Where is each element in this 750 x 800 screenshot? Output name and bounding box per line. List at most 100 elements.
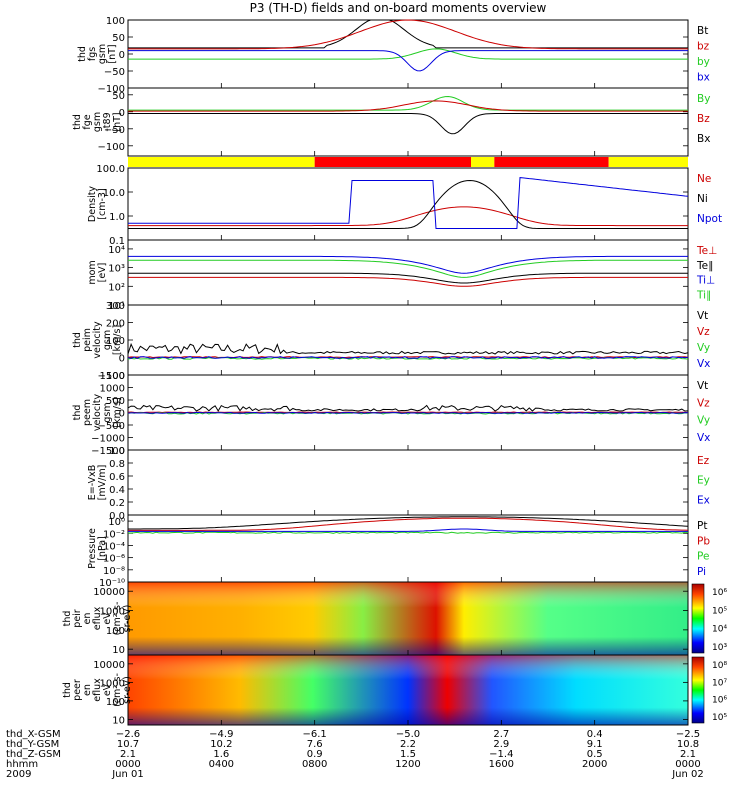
ylabel-line: velocity	[92, 321, 103, 359]
xaxis-row-label: thd_Y-GSM	[6, 739, 59, 750]
ylabel-line: velocity	[92, 394, 103, 432]
frame-peim	[127, 304, 689, 376]
ytick-label: 50	[112, 33, 125, 44]
xaxis-value: 0.9	[307, 749, 323, 760]
ytick-label: 500	[106, 396, 125, 407]
ytick-label: 100	[106, 626, 125, 637]
ytick-label: 1.0	[109, 446, 125, 457]
xaxis-value: −2.6	[116, 729, 140, 740]
xaxis-value: 2.1	[680, 749, 696, 760]
legend-density: Ne	[697, 173, 711, 185]
ytick-label: 0	[119, 409, 125, 420]
ytick-label: −50	[104, 67, 125, 78]
mode-bar-segment	[608, 157, 688, 167]
legend-fgs: by	[697, 56, 710, 68]
ytick-label: 10³	[108, 264, 125, 275]
ytick-label: 300	[106, 301, 125, 312]
xaxis-value: 2000	[582, 759, 607, 770]
colorbar-label: 10⁴	[712, 625, 727, 635]
mode-bar-segment	[471, 157, 495, 167]
ytick-label: 1000	[100, 384, 125, 395]
ytick-label: 10⁻⁴	[103, 541, 125, 552]
xaxis-value: 10.2	[210, 739, 232, 750]
ylabel-line: [km/s]	[112, 325, 123, 355]
trace-fge-By	[128, 95, 688, 111]
ylabel-line: peem	[82, 399, 93, 426]
colorbar-label: 10⁸	[712, 661, 727, 671]
ylabel-line: Density	[87, 186, 98, 222]
ylabel-line: -t89	[102, 112, 113, 131]
ylabel-line: (cm²-s-	[112, 602, 123, 636]
xaxis-value: 9.1	[587, 739, 603, 750]
xaxis-value: 2.2	[400, 739, 416, 750]
ytick-label: 50	[112, 91, 125, 102]
frame-temp	[127, 239, 689, 306]
colorbar-label: 10⁵	[712, 713, 727, 723]
legend-fge: By	[697, 93, 710, 105]
ytick-label: 10⁴	[108, 245, 125, 256]
panel-density: 100.0 10.0 1.0 0.1 Density [cm-3] Ne Ni Npot	[87, 164, 722, 247]
ytick-label: 100.0	[96, 164, 125, 175]
ylabel-line: gsm	[102, 402, 113, 422]
legend-efield: Ez	[697, 455, 710, 467]
ytick-label: −1500	[91, 446, 125, 457]
panel-efield: 1.0 0.8 0.6 0.4 0.2 0.0 E=-VxB [mV/m] Ez Ey Ex	[87, 446, 710, 522]
colorbar-label: 10⁶	[712, 696, 727, 706]
ytick-label: 0	[119, 354, 125, 365]
legend-efield: Ey	[697, 475, 710, 487]
ytick-label: 1000	[100, 678, 125, 689]
ytick-label: −100	[98, 371, 125, 382]
ylabel-line: en	[82, 613, 93, 625]
xaxis-row-label: 2009	[6, 769, 31, 780]
xaxis-value: −1.4	[489, 749, 513, 760]
xaxis-value: 2.9	[493, 739, 509, 750]
ylabel-line: gsm	[97, 44, 108, 64]
panel-peir: 10⁶ 10⁵ 10⁴ 10³ 10000 1000 100 10 thd peir en eflux…	[62, 581, 727, 656]
ylabel-line: eV	[102, 683, 113, 696]
panel-peim: 300 200 100 0 −100 thd peim velocity gsm [km/s] Vt…	[72, 301, 710, 382]
frame-efield	[127, 449, 689, 516]
legend-temp: Te∥	[696, 260, 713, 272]
ylabel-line: [eV]	[97, 263, 108, 283]
legend-peem: Vx	[697, 432, 710, 444]
trace-fge-Bx	[128, 113, 688, 135]
ylabel-line: en	[82, 684, 93, 696]
ytick-label: 10⁻⁶	[103, 554, 125, 565]
xaxis-value: 0000	[115, 759, 140, 770]
colorbar-label: 10⁶	[712, 588, 727, 598]
xaxis-value: −4.9	[209, 729, 233, 740]
xaxis-value: 0000	[675, 759, 700, 770]
ytick-label: 0.6	[109, 472, 125, 483]
ytick-label: 0.2	[109, 498, 125, 509]
ytick-label: 0	[119, 50, 125, 61]
frame-density	[127, 167, 689, 241]
ylabel-line: fge	[82, 114, 93, 129]
ytick-label: 100	[106, 697, 125, 708]
legend-density: Npot	[697, 213, 722, 225]
ylabel-line: Pressure	[87, 528, 98, 569]
ylabel-line: peer	[72, 679, 83, 701]
ytick-label: 10¹	[108, 301, 125, 312]
mode-bar-segment	[128, 157, 315, 167]
colorbar-peir	[691, 583, 705, 654]
xaxis-value: Jun 01	[111, 769, 144, 780]
ytick-label: 10⁰	[108, 517, 125, 528]
chart-title: P3 (TH-D) fields and on-board moments ov…	[250, 1, 547, 15]
xaxis-value: Jun 02	[671, 769, 704, 780]
xaxis-value: 10.8	[677, 739, 699, 750]
ytick-label: 200	[106, 319, 125, 330]
ytick-label: 0.8	[109, 459, 125, 470]
ylabel-line: mom	[87, 260, 98, 284]
trace-fgs-bx	[128, 50, 688, 72]
trace-peem-Vx	[127, 411, 689, 414]
ytick-label: 10000	[93, 587, 125, 598]
spectrogram-shade-peir	[128, 582, 688, 655]
mode-bar-segment	[314, 157, 471, 167]
trace-pressure-Pe	[128, 531, 689, 534]
ylabel-line: sr-eV)	[122, 605, 133, 633]
xaxis-value: 2.7	[493, 729, 509, 740]
xaxis-value: 10.7	[117, 739, 139, 750]
ytick-label: 0.0	[109, 511, 125, 522]
ytick-label: 0.1	[109, 236, 125, 247]
legend-peem: Vt	[697, 380, 708, 392]
